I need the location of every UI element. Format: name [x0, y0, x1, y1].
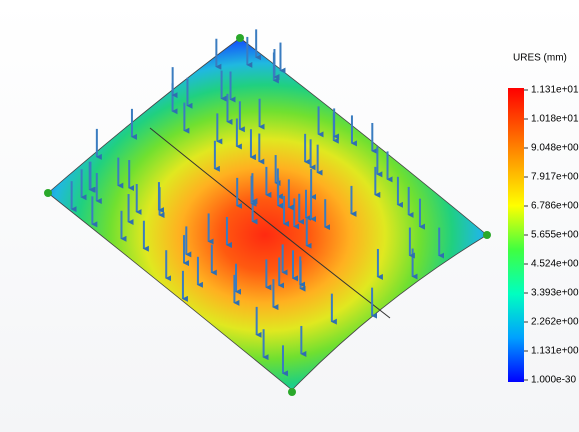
page: URES (mm) 1.131e+01 1.018e+01 9.048e+00 7.9…	[0, 0, 579, 432]
legend-label: 1.000e-30	[531, 375, 576, 386]
legend-label: 1.131e+00	[531, 346, 579, 357]
color-bar	[508, 88, 524, 382]
legend-label: 7.917e+00	[531, 172, 579, 183]
legend-label: 1.018e+01	[531, 114, 579, 125]
legend-label: 1.131e+01	[531, 85, 579, 96]
legend-label: 6.786e+00	[531, 201, 579, 212]
legend-label: 4.524e+00	[531, 259, 579, 270]
legend-label: 3.393e+00	[531, 288, 579, 299]
simulation-view: URES (mm) 1.131e+01 1.018e+01 9.048e+00 7.9…	[0, 0, 579, 432]
legend-title: URES (mm)	[513, 53, 567, 64]
legend-label: 2.262e+00	[531, 317, 579, 328]
legend-label: 5.655e+00	[531, 230, 579, 241]
legend-label: 9.048e+00	[531, 143, 579, 154]
